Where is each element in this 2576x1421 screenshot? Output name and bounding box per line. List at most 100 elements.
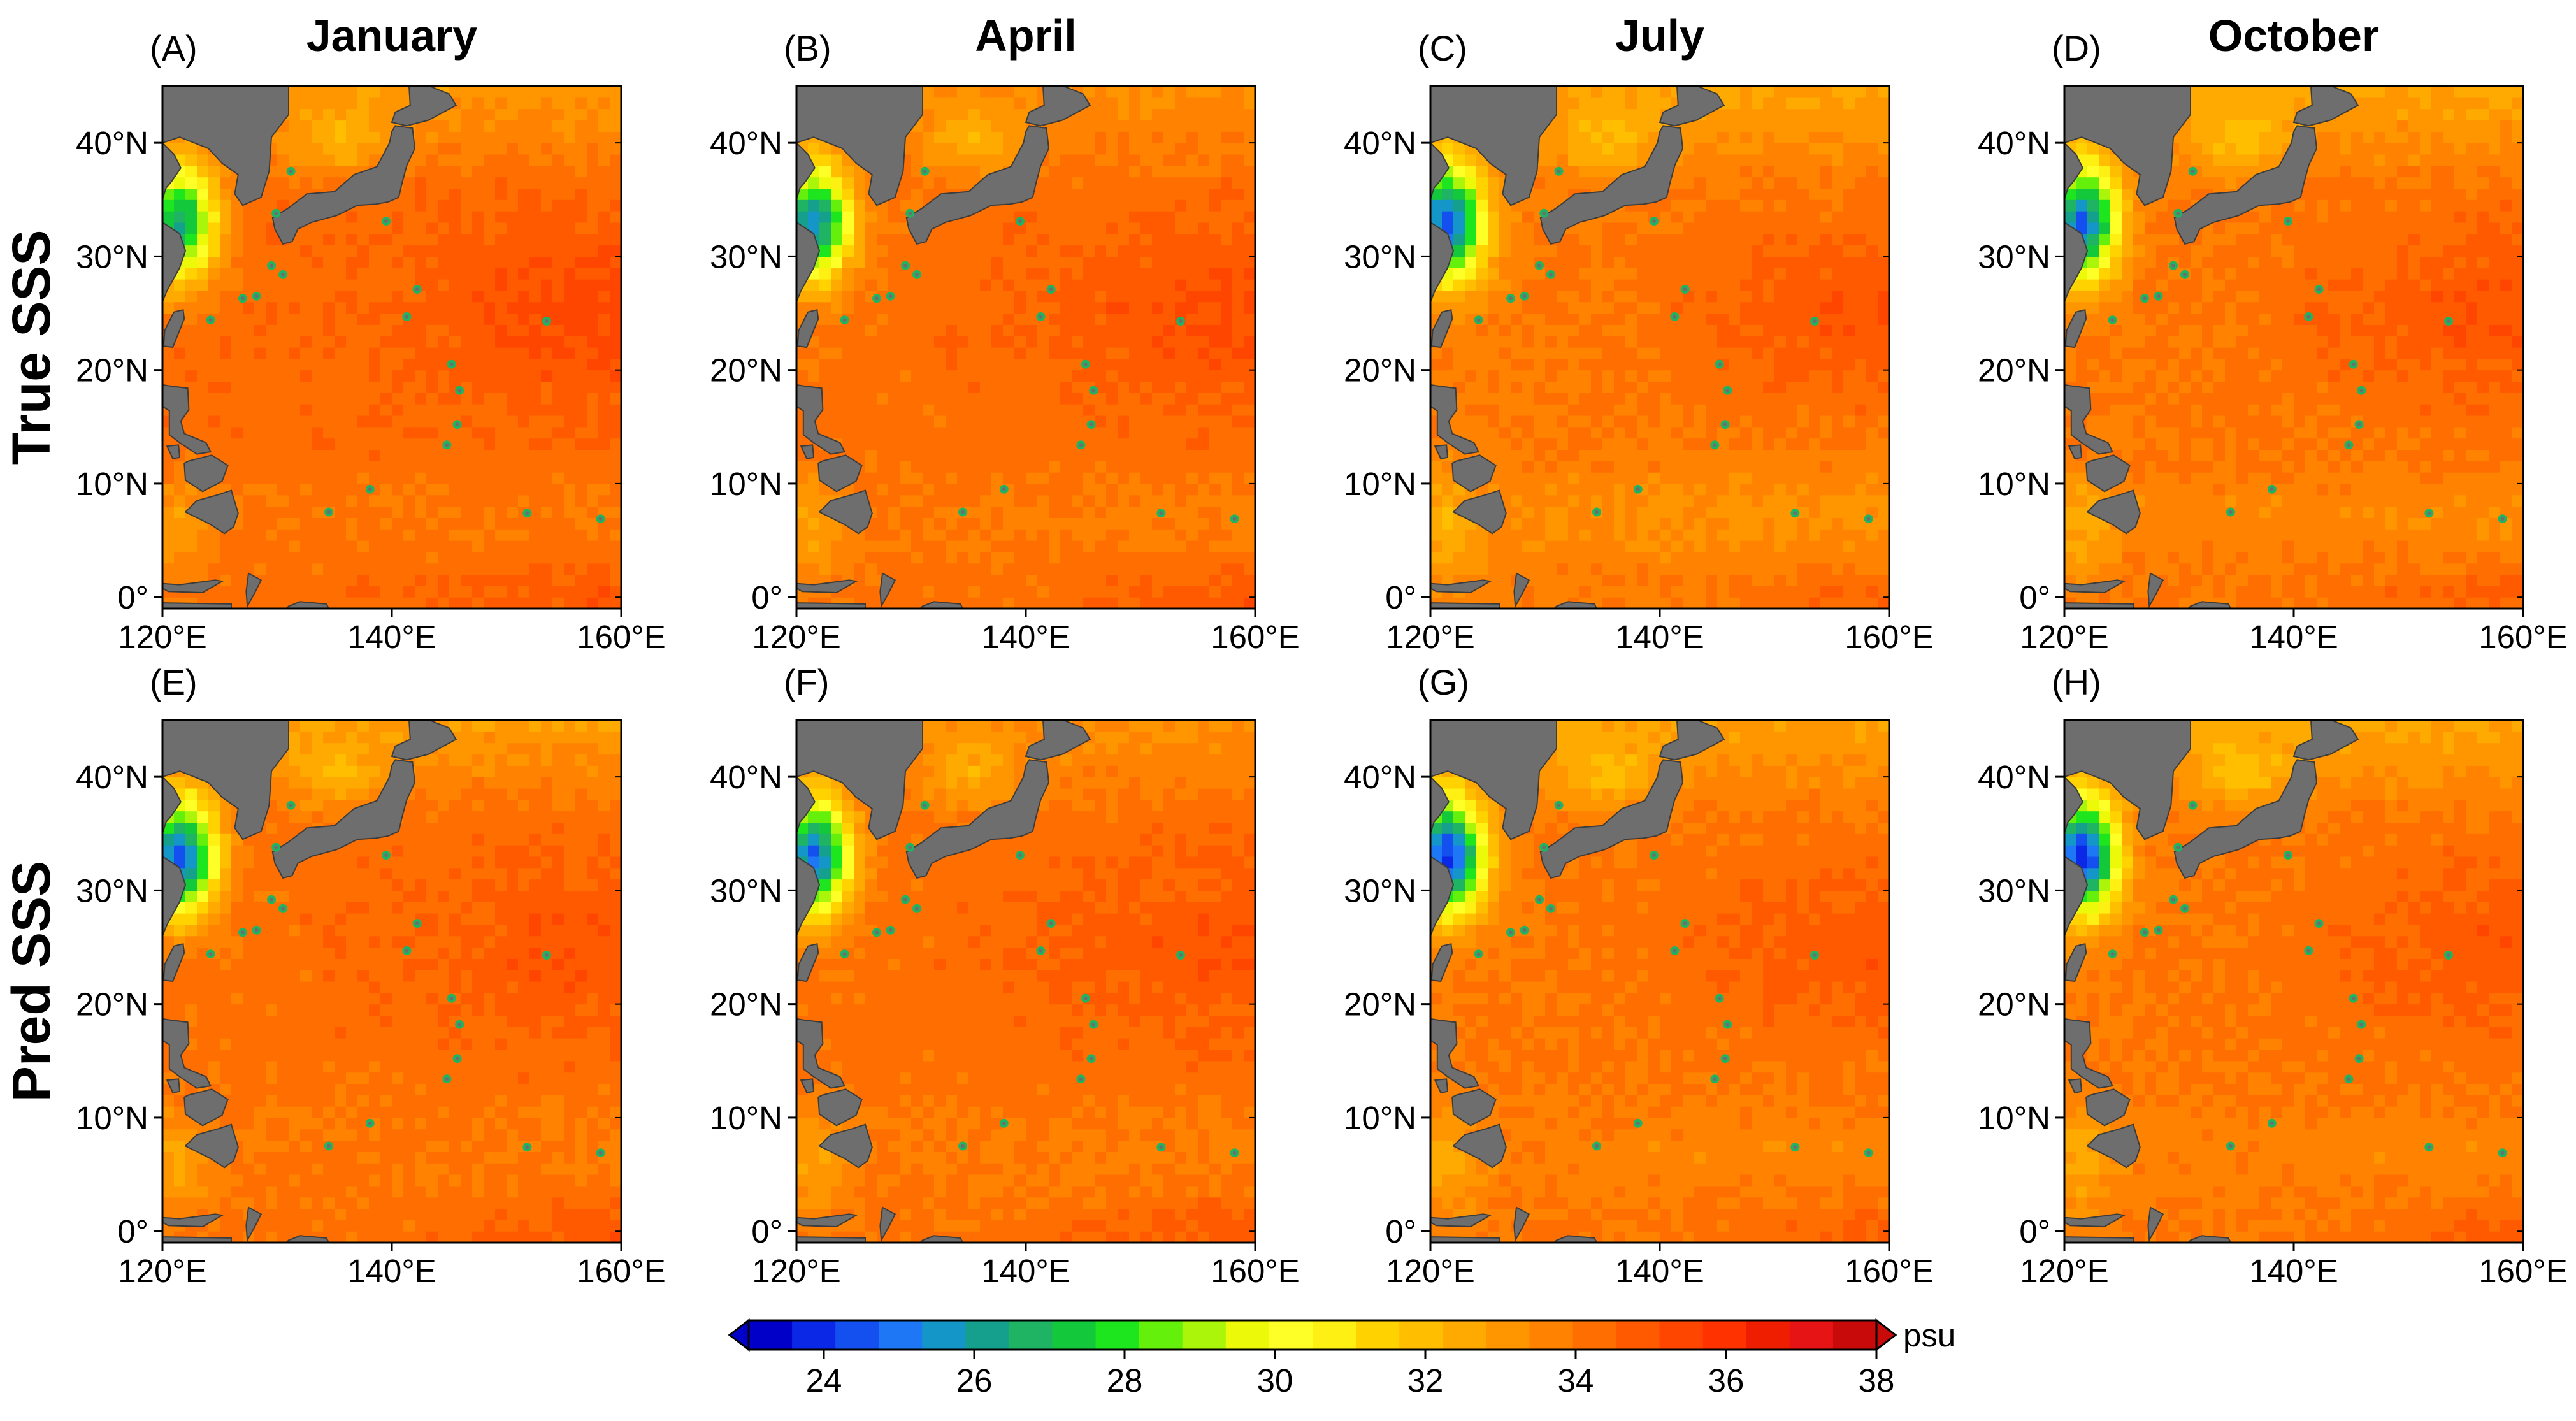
salinity-cell [610, 472, 621, 484]
salinity-cell [564, 370, 576, 382]
salinity-cell [426, 131, 438, 143]
salinity-cell [1003, 586, 1015, 598]
salinity-cell [1602, 586, 1615, 598]
salinity-cell [300, 177, 312, 189]
salinity-cell [541, 506, 553, 518]
salinity-cell [254, 529, 266, 541]
salinity-cell [1511, 347, 1523, 359]
salinity-cell [1511, 426, 1523, 439]
salinity-cell [1625, 506, 1637, 518]
salinity-cell [564, 211, 576, 223]
salinity-cell [1534, 438, 1546, 450]
salinity-cell [923, 324, 935, 336]
salinity-cell [968, 540, 981, 552]
salinity-cell [1729, 324, 1741, 336]
salinity-cell [957, 574, 969, 586]
salinity-cell [991, 517, 1004, 530]
salinity-cell [911, 426, 923, 439]
salinity-cell [1060, 358, 1072, 371]
salinity-cell [934, 290, 946, 303]
salinity-cell [564, 461, 576, 473]
salinity-cell [518, 324, 530, 336]
salinity-cell [575, 540, 587, 552]
salinity-cell [438, 143, 450, 155]
salinity-cell [1014, 290, 1026, 303]
salinity-cell [1106, 336, 1118, 348]
salinity-cell [277, 517, 289, 530]
salinity-cell [575, 233, 587, 246]
salinity-cell [1591, 279, 1603, 291]
salinity-cell [980, 86, 992, 98]
salinity-cell [1442, 290, 1454, 303]
salinity-cell [1186, 506, 1198, 518]
salinity-cell [392, 506, 404, 518]
salinity-cell [335, 154, 347, 166]
salinity-cell [1637, 313, 1649, 325]
salinity-cell [610, 449, 621, 461]
salinity-cell [1648, 336, 1660, 348]
salinity-cell [1163, 347, 1176, 359]
salinity-cell [1209, 415, 1221, 428]
salinity-cell [946, 426, 958, 439]
salinity-cell [587, 279, 599, 291]
salinity-cell [1534, 517, 1546, 530]
salinity-cell [1140, 108, 1153, 121]
salinity-cell [1752, 574, 1764, 586]
salinity-cell [1832, 586, 1844, 598]
salinity-cell [911, 529, 923, 541]
salinity-cell [598, 301, 610, 314]
salinity-cell [254, 540, 266, 552]
salinity-cell [1244, 540, 1255, 552]
salinity-cell [346, 506, 358, 518]
salinity-cell [1152, 494, 1164, 507]
salinity-cell [900, 415, 912, 428]
salinity-cell [1209, 438, 1221, 450]
salinity-cell [968, 551, 981, 564]
salinity-cell [1095, 199, 1107, 212]
salinity-cell [426, 165, 438, 178]
salinity-cell [923, 177, 935, 189]
salinity-cell [1072, 404, 1084, 416]
salinity-cell [300, 438, 312, 450]
salinity-cell [923, 313, 935, 325]
salinity-cell [1602, 370, 1615, 382]
salinity-cell [220, 188, 232, 200]
salinity-cell [1129, 563, 1141, 575]
salinity-cell [426, 381, 438, 393]
salinity-cell [1118, 256, 1130, 268]
salinity-cell [162, 358, 175, 371]
salinity-cell [1820, 472, 1832, 484]
salinity-cell [300, 517, 312, 530]
salinity-cell [529, 404, 542, 416]
salinity-cell [1129, 438, 1141, 450]
salinity-cell [289, 370, 301, 382]
salinity-cell [968, 426, 981, 439]
salinity-cell [518, 472, 530, 484]
salinity-cell [518, 529, 530, 541]
salinity-cell [1752, 358, 1764, 371]
salinity-cell [518, 336, 530, 348]
salinity-cell [1049, 597, 1061, 609]
salinity-cell [1511, 517, 1523, 530]
salinity-cell [346, 108, 358, 121]
salinity-cell [403, 517, 415, 530]
salinity-cell [1072, 426, 1084, 439]
salinity-cell [415, 563, 427, 575]
salinity-cell [1866, 586, 1878, 598]
salinity-cell [495, 438, 507, 450]
salinity-cell [1106, 279, 1118, 291]
salinity-cell [426, 404, 438, 416]
salinity-cell [1118, 233, 1130, 246]
salinity-cell [208, 586, 220, 598]
salinity-cell [507, 177, 519, 189]
salinity-cell [598, 324, 610, 336]
salinity-cell [335, 415, 347, 428]
salinity-cell [1534, 290, 1546, 303]
salinity-cell [1186, 336, 1198, 348]
salinity-cell [289, 426, 301, 439]
salinity-cell [587, 143, 599, 155]
salinity-cell [1545, 586, 1557, 598]
salinity-cell [529, 324, 542, 336]
salinity-cell [1186, 472, 1198, 484]
salinity-cell [346, 336, 358, 348]
